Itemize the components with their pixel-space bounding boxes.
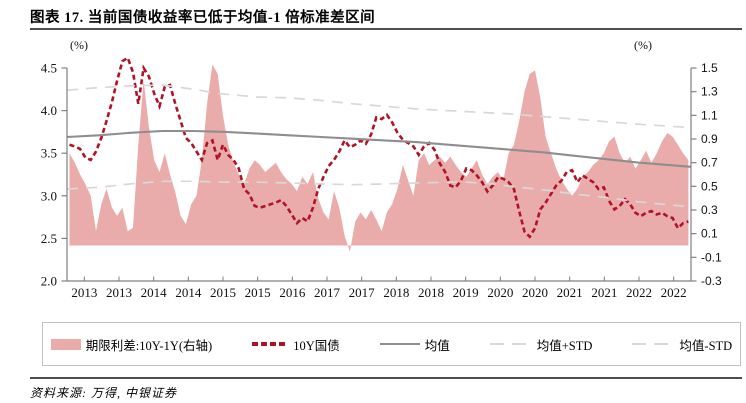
svg-text:0.5: 0.5 bbox=[701, 179, 718, 193]
svg-text:2013: 2013 bbox=[106, 285, 132, 300]
svg-text:-0.1: -0.1 bbox=[701, 250, 722, 264]
legend-item: 10Y国债 bbox=[252, 335, 340, 354]
svg-text:2018: 2018 bbox=[383, 285, 409, 300]
svg-text:1.1: 1.1 bbox=[701, 108, 718, 122]
title-rule bbox=[30, 28, 742, 30]
legend-swatch-dash-long bbox=[632, 343, 675, 345]
svg-text:2020: 2020 bbox=[487, 285, 513, 300]
svg-text:1.3: 1.3 bbox=[701, 85, 718, 99]
svg-text:2021: 2021 bbox=[591, 285, 617, 300]
legend-item: 均值+STD bbox=[489, 335, 593, 354]
legend-item: 期限利差:10Y-1Y(右轴) bbox=[50, 335, 213, 354]
legend-swatch-dash-short bbox=[252, 342, 289, 346]
legend-item-label: 均值-STD bbox=[679, 338, 733, 353]
figure-title: 图表 17. 当前国债收益率已低于均值-1 倍标准差区间 bbox=[30, 10, 376, 26]
svg-text:2020: 2020 bbox=[522, 285, 548, 300]
svg-text:2015: 2015 bbox=[210, 285, 236, 300]
svg-text:0.3: 0.3 bbox=[701, 203, 718, 217]
legend-swatch-dash-long bbox=[489, 343, 532, 345]
svg-text:2016: 2016 bbox=[279, 285, 306, 300]
legend-item-label: 均值+STD bbox=[536, 338, 593, 353]
svg-text:2.5: 2.5 bbox=[41, 231, 57, 246]
source-divider bbox=[30, 377, 742, 379]
svg-text:2.0: 2.0 bbox=[41, 274, 57, 289]
svg-text:2022: 2022 bbox=[626, 285, 652, 300]
svg-text:2013: 2013 bbox=[71, 285, 97, 300]
svg-text:3.5: 3.5 bbox=[41, 146, 57, 161]
source-note: 资料来源: 万得, 中银证券 bbox=[30, 386, 177, 400]
svg-text:2017: 2017 bbox=[314, 285, 341, 300]
svg-text:1.5: 1.5 bbox=[701, 61, 718, 75]
chart-legend: 期限利差:10Y-1Y(右轴) 10Y国债 均值 均值+STD 均值-STD bbox=[42, 322, 741, 366]
svg-text:2014: 2014 bbox=[141, 285, 168, 300]
chart-canvas: 4.5 4.0 3.5 3.0 2.5 2.0 1.5 1.3 1.1 0.9 0.7 0.5 0.3 0… bbox=[41, 55, 722, 300]
legend-item-label: 期限利差:10Y-1Y(右轴) bbox=[85, 338, 213, 353]
svg-text:2017: 2017 bbox=[349, 285, 376, 300]
svg-text:2021: 2021 bbox=[557, 285, 583, 300]
left-axis-unit-label: (%) bbox=[70, 38, 88, 52]
legend-item: 均值 bbox=[379, 335, 450, 354]
svg-text:2018: 2018 bbox=[418, 285, 444, 300]
svg-text:4.5: 4.5 bbox=[41, 61, 57, 76]
legend-item-label: 均值 bbox=[424, 338, 450, 353]
svg-text:2015: 2015 bbox=[245, 285, 271, 300]
svg-text:0.9: 0.9 bbox=[701, 132, 718, 146]
svg-text:3.0: 3.0 bbox=[41, 188, 57, 203]
right-axis-unit-label: (%) bbox=[634, 38, 652, 52]
legend-item-label: 10Y国债 bbox=[293, 338, 340, 353]
svg-text:2019: 2019 bbox=[453, 285, 479, 300]
svg-text:0.7: 0.7 bbox=[701, 156, 718, 170]
svg-text:2014: 2014 bbox=[175, 285, 202, 300]
svg-text:0.1: 0.1 bbox=[701, 227, 718, 241]
legend-swatch-solid bbox=[379, 342, 420, 346]
svg-text:2022: 2022 bbox=[661, 285, 687, 300]
legend-item: 均值-STD bbox=[632, 335, 732, 354]
svg-text:4.0: 4.0 bbox=[41, 103, 57, 118]
legend-swatch-area bbox=[50, 338, 81, 350]
svg-text:-0.3: -0.3 bbox=[701, 274, 722, 288]
